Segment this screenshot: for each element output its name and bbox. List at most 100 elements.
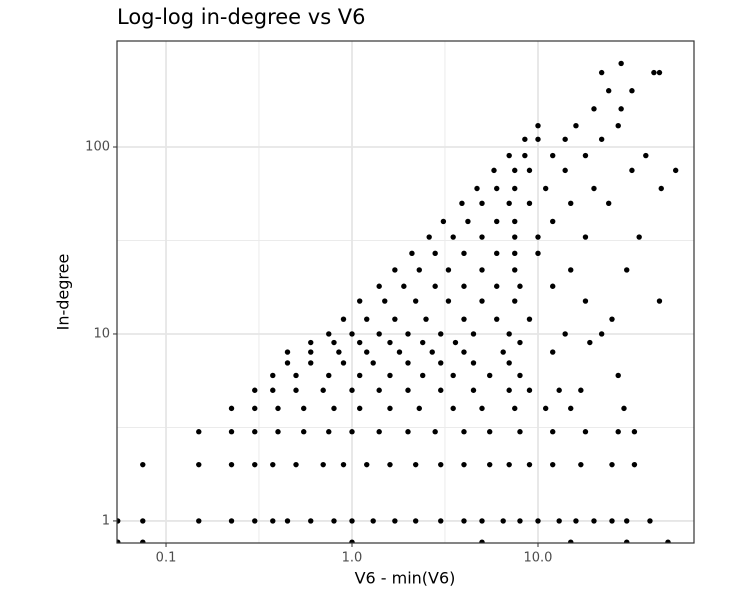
- point: [420, 372, 426, 379]
- point: [568, 539, 574, 543]
- point: [392, 316, 398, 322]
- point: [459, 200, 465, 206]
- point: [349, 429, 355, 435]
- point: [405, 360, 411, 366]
- point: [550, 152, 556, 159]
- point: [387, 405, 393, 412]
- point: [643, 152, 649, 159]
- point: [461, 518, 467, 524]
- point: [512, 185, 518, 192]
- point: [387, 339, 393, 346]
- point: [331, 339, 337, 346]
- point: [494, 250, 500, 257]
- point: [512, 250, 518, 257]
- point: [506, 200, 512, 206]
- point: [591, 185, 597, 192]
- point: [479, 298, 485, 304]
- point: [517, 518, 523, 524]
- point: [450, 405, 456, 412]
- point: [308, 349, 314, 355]
- grid: [117, 41, 694, 543]
- point: [487, 461, 493, 468]
- point: [512, 218, 518, 225]
- point: [582, 152, 589, 159]
- point: [293, 372, 299, 379]
- point: [423, 316, 429, 322]
- point: [416, 405, 422, 412]
- point: [409, 250, 415, 257]
- point: [275, 429, 281, 435]
- point: [512, 267, 518, 273]
- point: [494, 316, 500, 322]
- point: [252, 405, 258, 412]
- point: [270, 461, 276, 468]
- point: [562, 167, 568, 174]
- point: [349, 387, 355, 393]
- point: [512, 167, 518, 174]
- point: [535, 250, 541, 257]
- point: [609, 461, 615, 468]
- point: [618, 60, 624, 67]
- point: [308, 360, 314, 366]
- point: [340, 360, 347, 366]
- point: [438, 387, 444, 393]
- point: [349, 331, 355, 337]
- point: [609, 316, 615, 322]
- point: [479, 518, 485, 524]
- point: [656, 298, 663, 304]
- point: [440, 218, 447, 225]
- point: [412, 461, 419, 468]
- point: [117, 539, 121, 543]
- point: [550, 349, 556, 355]
- point: [387, 461, 393, 468]
- point: [396, 349, 403, 355]
- point: [672, 167, 679, 174]
- point: [470, 331, 477, 337]
- point: [228, 429, 235, 435]
- point: [479, 267, 485, 273]
- x-tick-label: 10.0: [524, 551, 553, 566]
- point: [535, 123, 541, 129]
- point: [517, 429, 523, 435]
- point: [651, 69, 657, 76]
- point: [412, 298, 419, 304]
- point: [598, 136, 605, 142]
- point: [506, 331, 512, 337]
- point: [479, 539, 485, 543]
- point: [284, 518, 291, 524]
- point: [512, 405, 518, 412]
- point: [438, 331, 444, 337]
- point: [270, 518, 276, 524]
- point: [535, 234, 541, 240]
- point: [252, 429, 258, 435]
- point: [461, 283, 467, 289]
- y-tick-label: 100: [85, 140, 110, 155]
- panel-border: [116, 40, 695, 544]
- point: [450, 234, 456, 240]
- point: [405, 331, 411, 337]
- point: [522, 136, 528, 142]
- chart-title: Log-log in-degree vs V6: [117, 5, 366, 29]
- point: [568, 200, 574, 206]
- point: [445, 298, 452, 304]
- point: [568, 267, 574, 273]
- point: [438, 461, 444, 468]
- point: [331, 405, 337, 412]
- point: [494, 185, 500, 192]
- point: [429, 349, 435, 355]
- point: [357, 298, 363, 304]
- point: [609, 518, 615, 524]
- point: [331, 518, 337, 524]
- point: [140, 539, 146, 543]
- point: [308, 339, 314, 346]
- point: [438, 360, 444, 366]
- point: [526, 316, 533, 322]
- point: [357, 405, 363, 412]
- point: [578, 387, 584, 393]
- point: [308, 518, 314, 524]
- point: [364, 316, 370, 322]
- point: [517, 372, 523, 379]
- point: [624, 267, 630, 273]
- point: [598, 331, 605, 337]
